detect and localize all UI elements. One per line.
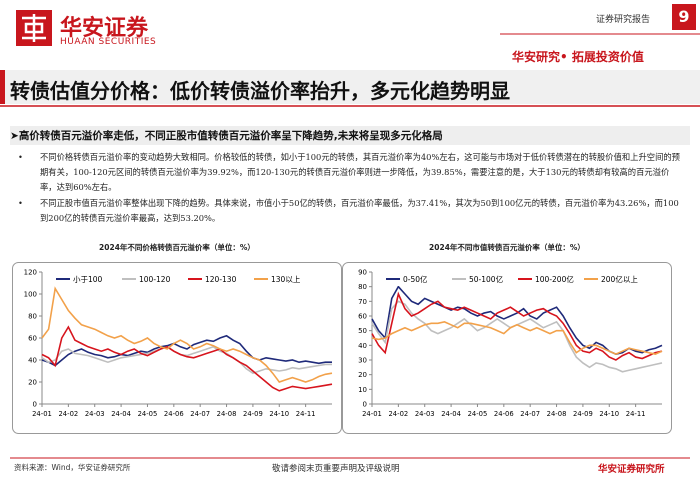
x-tick-label: 24-01	[362, 410, 382, 418]
legend-label: 小于100	[73, 275, 103, 284]
legend-label: 50-100亿	[469, 274, 504, 284]
y-tick-label: 50	[358, 327, 367, 335]
legend-label: 100-200亿	[535, 274, 574, 284]
x-tick-label: 24-10	[269, 410, 289, 418]
x-tick-label: 24-01	[32, 410, 52, 418]
header-graphics	[0, 4, 700, 107]
x-tick-label: 24-04	[111, 410, 131, 418]
title-accent	[0, 70, 5, 104]
y-tick-label: 0	[363, 401, 367, 409]
footer-graphics	[10, 457, 690, 459]
series-line	[41, 345, 332, 375]
x-tick-label: 24-06	[494, 410, 514, 418]
series-line	[41, 325, 333, 392]
legend-label: 100-120	[139, 275, 171, 284]
legend-label: 200亿以上	[601, 274, 638, 284]
source: 资料来源：Wind，华安证券研究所	[14, 463, 131, 472]
x-tick-label: 24-02	[388, 410, 408, 418]
y-tick-label: 10	[358, 386, 367, 394]
x-tick-label: 24-11	[626, 410, 646, 418]
slogan: 华安研究• 拓展投资价值	[512, 50, 644, 64]
y-tick-label: 40	[358, 342, 367, 350]
y-tick-label: 70	[358, 298, 367, 306]
x-tick-label: 24-03	[85, 410, 105, 418]
series-line	[41, 286, 333, 383]
report-type: 证券研究报告	[596, 15, 651, 25]
footer-org: 华安证券研究所	[598, 464, 665, 475]
y-tick-label: 40	[28, 357, 37, 365]
chart: 0 10 20 30 40 50 60 70 80 90 24-01 24-02 24-03 24-04 2…	[342, 262, 672, 434]
y-tick-label: 20	[28, 379, 37, 387]
x-tick-label: 24-09	[243, 410, 263, 418]
legend-label: 130以上	[271, 275, 301, 284]
legend-box	[52, 272, 320, 286]
x-tick-label: 24-02	[58, 410, 78, 418]
series-line	[371, 321, 663, 356]
y-tick-label: 60	[28, 335, 37, 343]
disclaimer: 敬请参阅末页重要声明及评级说明	[272, 464, 400, 474]
page-box	[672, 4, 696, 30]
x-tick-label: 24-05	[468, 410, 488, 418]
y-tick-label: 20	[358, 371, 367, 379]
x-tick-label: 24-08	[217, 410, 237, 418]
brand-en: HUAAN SECURITIES	[60, 37, 157, 47]
plot-frame	[342, 262, 672, 434]
legend-label: 120-130	[205, 275, 237, 284]
x-tick-label: 24-08	[547, 410, 567, 418]
section-text: 高价转债百元溢价率走低，不同正股市值转债百元溢价率呈下降趋势,未来将呈现多元化格…	[18, 130, 443, 142]
y-tick-label: 80	[28, 313, 37, 321]
y-tick-label: 60	[358, 313, 367, 321]
bullet: 不同正股市值百元溢价率整体出现下降的趋势。具体来说，市值小于50亿的转债，百元溢…	[18, 196, 680, 226]
plot-frame	[12, 262, 342, 434]
y-tick-label: 30	[358, 357, 367, 365]
bullet: 不同价格转债百元溢价率的变动趋势大致相同。价格较低的转债，如小于100元的转债，…	[18, 150, 680, 195]
series-line	[371, 291, 663, 361]
title-bar	[0, 70, 700, 104]
chart-title: 2024年不同价格转债百元溢价率（单位：%）	[99, 243, 255, 252]
x-tick-label: 24-07	[190, 410, 210, 418]
y-tick-label: 0	[33, 401, 37, 409]
x-tick-label: 24-10	[599, 410, 619, 418]
chart-title: 2024年不同市值转债百元溢价率（单位：%）	[429, 243, 585, 252]
series-line	[371, 285, 663, 355]
x-tick-label: 24-06	[164, 410, 184, 418]
logo-symbol	[22, 14, 46, 42]
brand: 华安证券	[60, 15, 149, 41]
legend-box	[382, 272, 650, 286]
y-tick-label: 80	[358, 283, 367, 291]
y-tick-label: 100	[24, 291, 37, 299]
x-tick-label: 24-03	[415, 410, 435, 418]
series-line	[41, 334, 332, 367]
section-arrow: ➤	[10, 130, 19, 142]
y-tick-label: 90	[358, 269, 367, 277]
page-number: 9	[678, 7, 690, 26]
chart: 0 20 40 60 80 100 120 24-01 24-02 24-03 24-04 24-05…	[12, 262, 342, 434]
legend-label: 0-50亿	[403, 274, 428, 284]
x-tick-label: 24-07	[520, 410, 540, 418]
x-tick-label: 24-05	[138, 410, 158, 418]
x-tick-label: 24-04	[441, 410, 461, 418]
x-tick-label: 24-11	[296, 410, 316, 418]
page-title: 转债估值分价格：低价转债溢价率抬升，多元化趋势明显	[10, 79, 510, 103]
x-tick-label: 24-09	[573, 410, 593, 418]
y-tick-label: 120	[24, 269, 37, 277]
section-heading: ➤高价转债百元溢价率走低，不同正股市值转债百元溢价率呈下降趋势,未来将呈现多元化…	[10, 126, 690, 145]
